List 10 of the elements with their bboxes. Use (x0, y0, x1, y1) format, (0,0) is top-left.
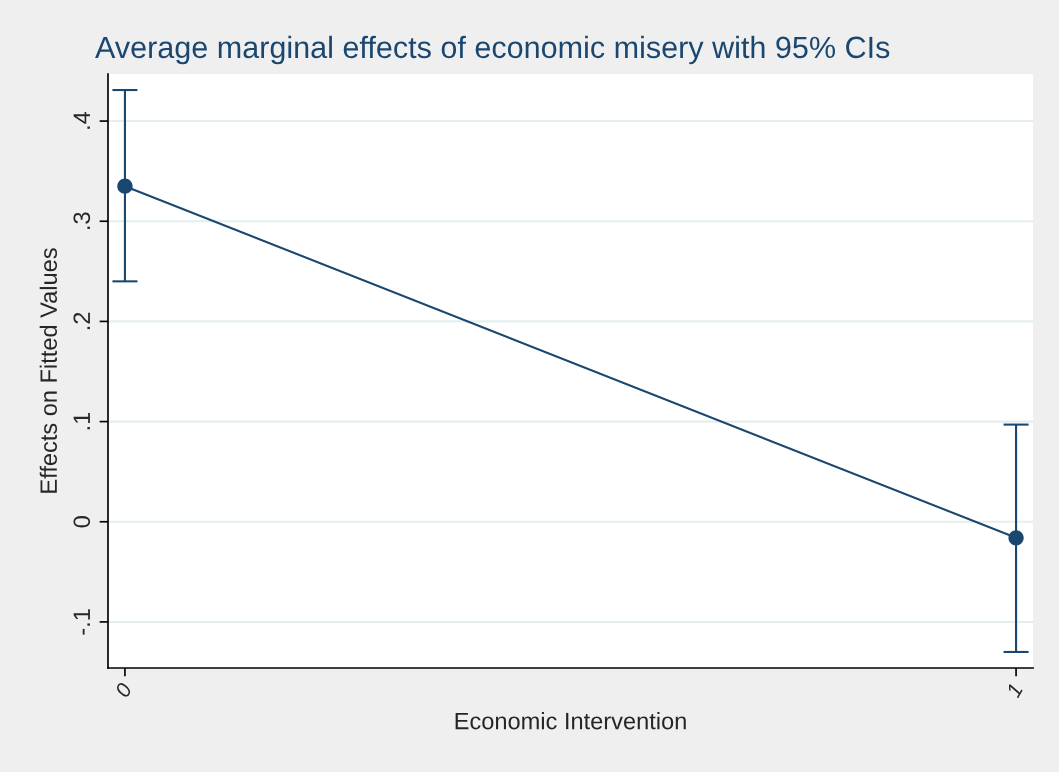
x-axis-title: Economic Intervention (455, 712, 686, 730)
y-tick-label: .1 (73, 412, 90, 430)
chart-title: Average marginal effects of economic misery with 95% CIs (95, 35, 890, 65)
y-tick-label: .4 (73, 111, 90, 129)
y-tick-label: .2 (73, 312, 90, 330)
y-axis-title: Effects on Fitted Values (39, 248, 58, 493)
x-tick-label: 1 (1005, 683, 1023, 699)
y-tick-label: 0 (73, 516, 91, 528)
y-tick-label: -.1 (73, 609, 90, 635)
y-tick-label: .3 (73, 212, 91, 229)
